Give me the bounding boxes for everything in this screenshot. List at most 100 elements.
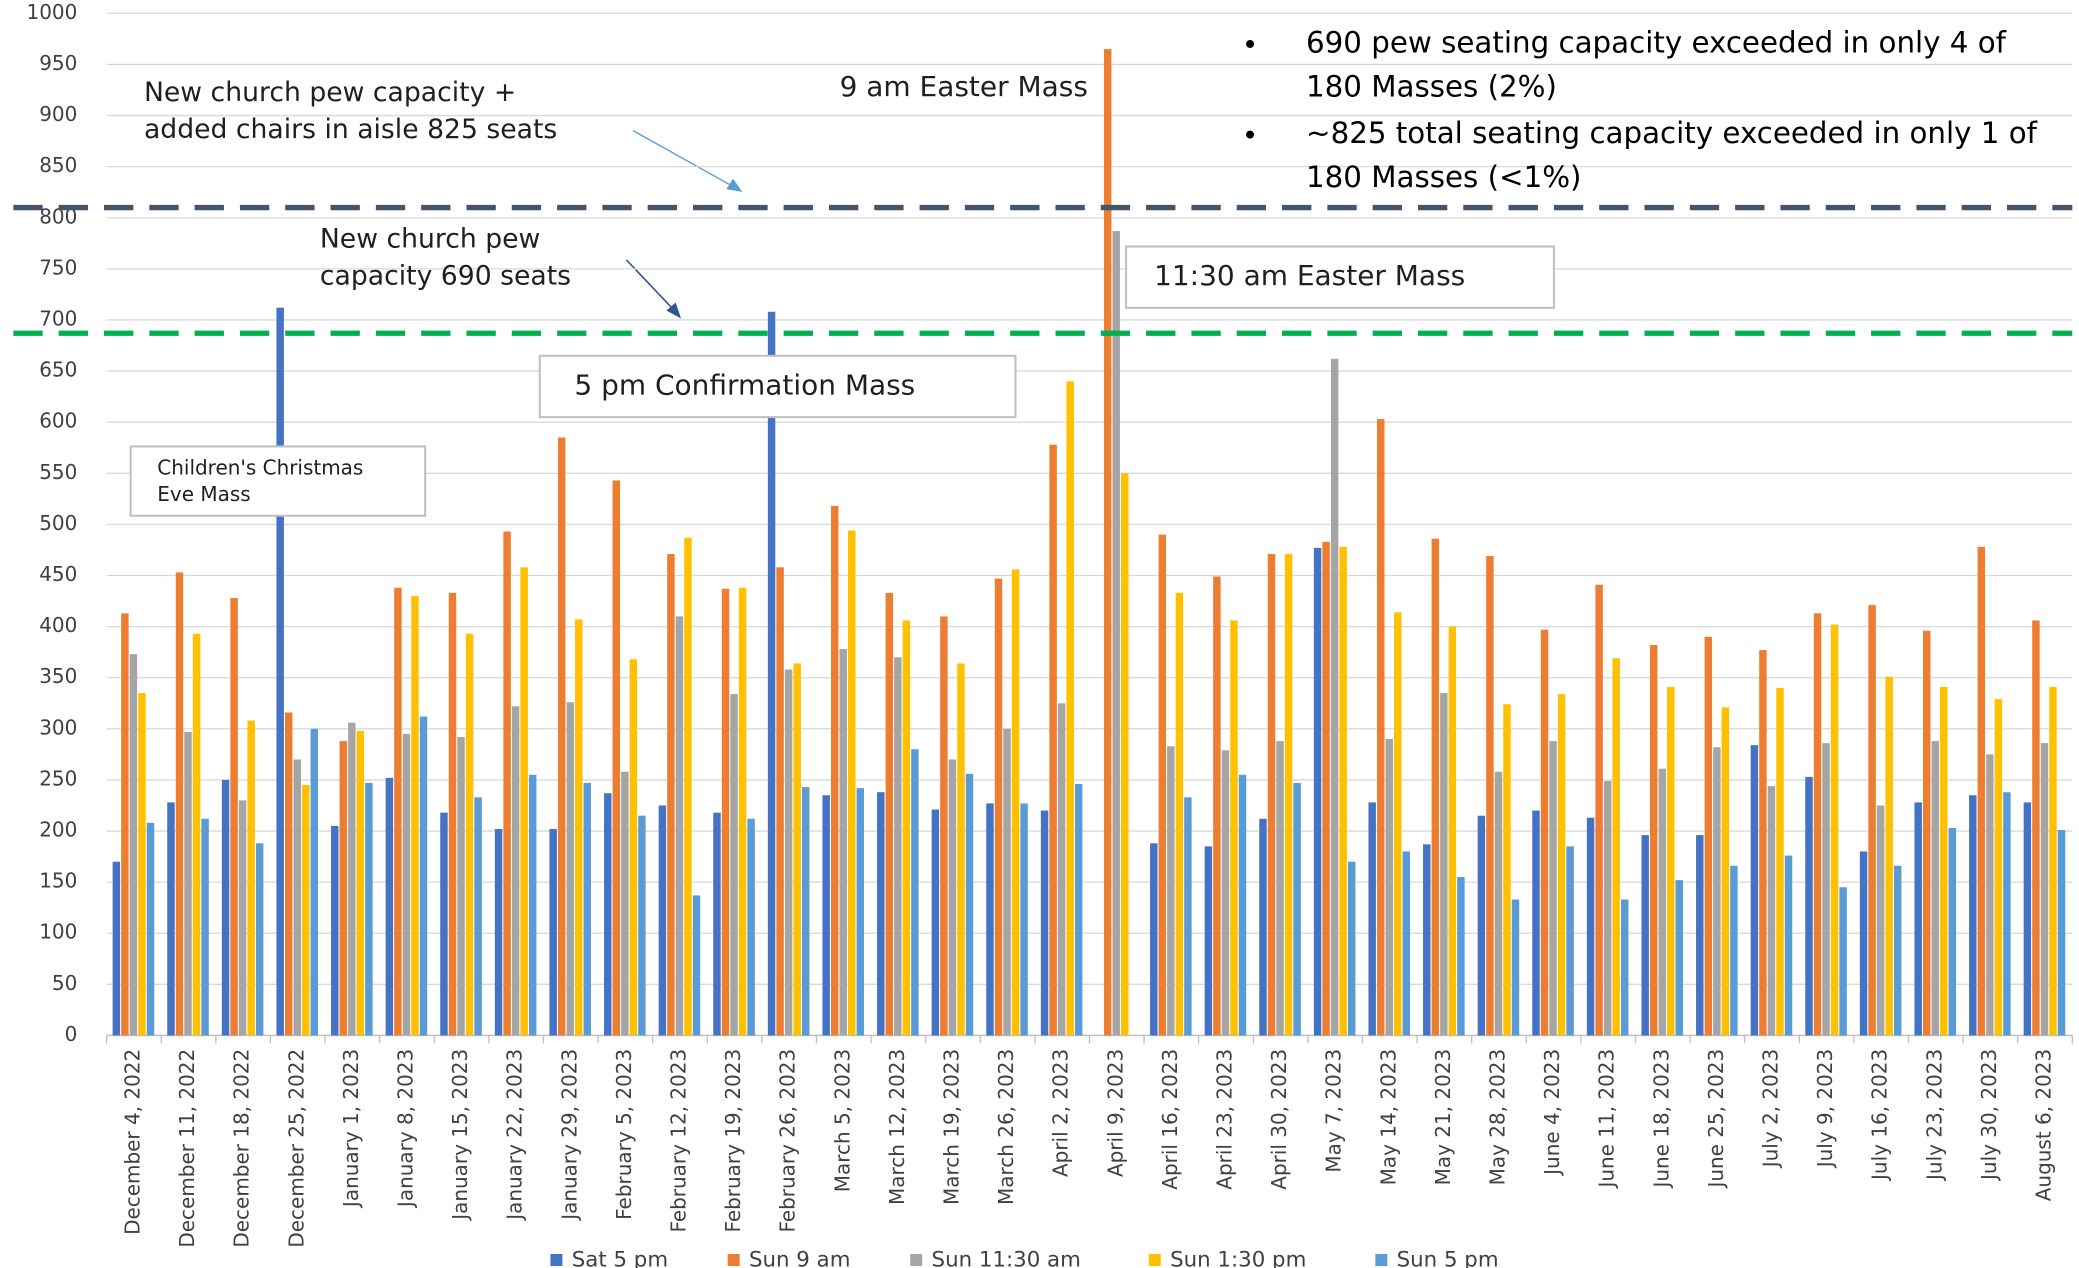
bar [2040, 743, 2049, 1036]
bar [911, 749, 919, 1036]
bar [1557, 694, 1566, 1036]
legend-label: Sat 5 pm [572, 1248, 668, 1268]
x-tick-label: July 16, 2023 [1868, 1049, 1892, 1182]
bar [494, 828, 503, 1036]
bar [1330, 358, 1339, 1036]
annotation: added chairs in aisle 825 seats [144, 114, 557, 145]
legend-label: Sun 9 am [749, 1248, 850, 1268]
bar [1259, 818, 1267, 1036]
x-tick-label: December 25, 2022 [284, 1049, 308, 1248]
bar [1767, 786, 1776, 1036]
x-tick-label: July 23, 2023 [1922, 1049, 1946, 1182]
bar [557, 437, 566, 1036]
x-tick-label: February 5, 2023 [612, 1049, 636, 1220]
bar [830, 505, 839, 1036]
bar [1221, 750, 1230, 1036]
bar [1184, 797, 1192, 1036]
bar [356, 730, 365, 1036]
bar [1948, 827, 1957, 1036]
bar [784, 669, 793, 1036]
bar [1230, 620, 1238, 1036]
bar [948, 759, 957, 1036]
bar [1595, 584, 1603, 1036]
bar [1267, 554, 1276, 1036]
annotation: capacity 690 seats [320, 261, 571, 292]
y-tick-label: 300 [39, 715, 77, 739]
bar [348, 722, 356, 1036]
y-tick-label: 100 [39, 920, 77, 944]
bar [713, 812, 721, 1036]
bar [1494, 771, 1503, 1036]
bar [612, 480, 621, 1036]
arrow [625, 259, 675, 312]
x-tick-label: April 2, 2023 [1049, 1049, 1073, 1177]
x-tick-label: May 28, 2023 [1485, 1049, 1509, 1186]
y-tick-label: 550 [39, 460, 77, 484]
bar [339, 741, 348, 1036]
bar [1922, 630, 1931, 1036]
bar [1977, 546, 1986, 1036]
bar [2003, 792, 2011, 1036]
x-tick-label: May 21, 2023 [1431, 1049, 1455, 1186]
bar [474, 797, 482, 1036]
annotation: 9 am Easter Mass [840, 70, 1088, 103]
bar [1713, 747, 1721, 1036]
bar [767, 311, 776, 1036]
bar [394, 587, 402, 1036]
x-tick-label: December 4, 2022 [120, 1049, 144, 1235]
x-tick-label: May 7, 2023 [1322, 1049, 1346, 1173]
bar [1448, 626, 1457, 1036]
bar [1759, 650, 1767, 1036]
bar [1276, 741, 1284, 1036]
bar [1612, 658, 1620, 1036]
bar [1385, 739, 1393, 1036]
bar [146, 822, 155, 1036]
bar [839, 649, 847, 1036]
bar [1603, 780, 1612, 1036]
bar [331, 825, 339, 1036]
bar [667, 554, 675, 1036]
bar [1158, 534, 1167, 1036]
x-tick-label: March 5, 2023 [830, 1049, 854, 1192]
x-tick-label: March 19, 2023 [939, 1049, 963, 1205]
annotation-box [1125, 245, 1555, 309]
bar [1813, 613, 1822, 1036]
bar [776, 567, 784, 1036]
y-tick-label: 850 [39, 153, 77, 177]
bar [1986, 754, 1994, 1036]
bar [1532, 810, 1540, 1036]
bar [1204, 846, 1213, 1036]
bar [520, 567, 528, 1036]
bar [2057, 830, 2066, 1036]
bar [692, 895, 701, 1036]
bar [1040, 810, 1049, 1036]
bar [1776, 687, 1784, 1036]
bar [1750, 745, 1759, 1036]
bar [255, 843, 264, 1036]
y-tick-label: 950 [39, 51, 77, 75]
bar [1868, 605, 1876, 1036]
bar [1213, 576, 1221, 1036]
bar [957, 663, 965, 1036]
bar [192, 633, 201, 1036]
bar [1121, 473, 1129, 1036]
x-tick-label: June 11, 2023 [1595, 1049, 1619, 1190]
bar [793, 663, 801, 1036]
bar [1074, 784, 1083, 1036]
y-tick-label: 350 [39, 664, 77, 688]
legend-label: Sun 1:30 pm [1170, 1248, 1306, 1268]
bar [1730, 865, 1738, 1036]
bar [721, 588, 730, 1036]
bar [675, 616, 684, 1036]
y-tick-label: 200 [39, 818, 77, 842]
bar [1477, 815, 1486, 1036]
x-tick-label: January 8, 2023 [393, 1049, 417, 1209]
bar [457, 736, 465, 1036]
x-tick-label: July 9, 2023 [1813, 1049, 1837, 1169]
x-tick-label: March 12, 2023 [885, 1049, 909, 1205]
bar [310, 728, 319, 1036]
bar [440, 812, 448, 1036]
bar [583, 782, 592, 1036]
bar [738, 587, 747, 1036]
